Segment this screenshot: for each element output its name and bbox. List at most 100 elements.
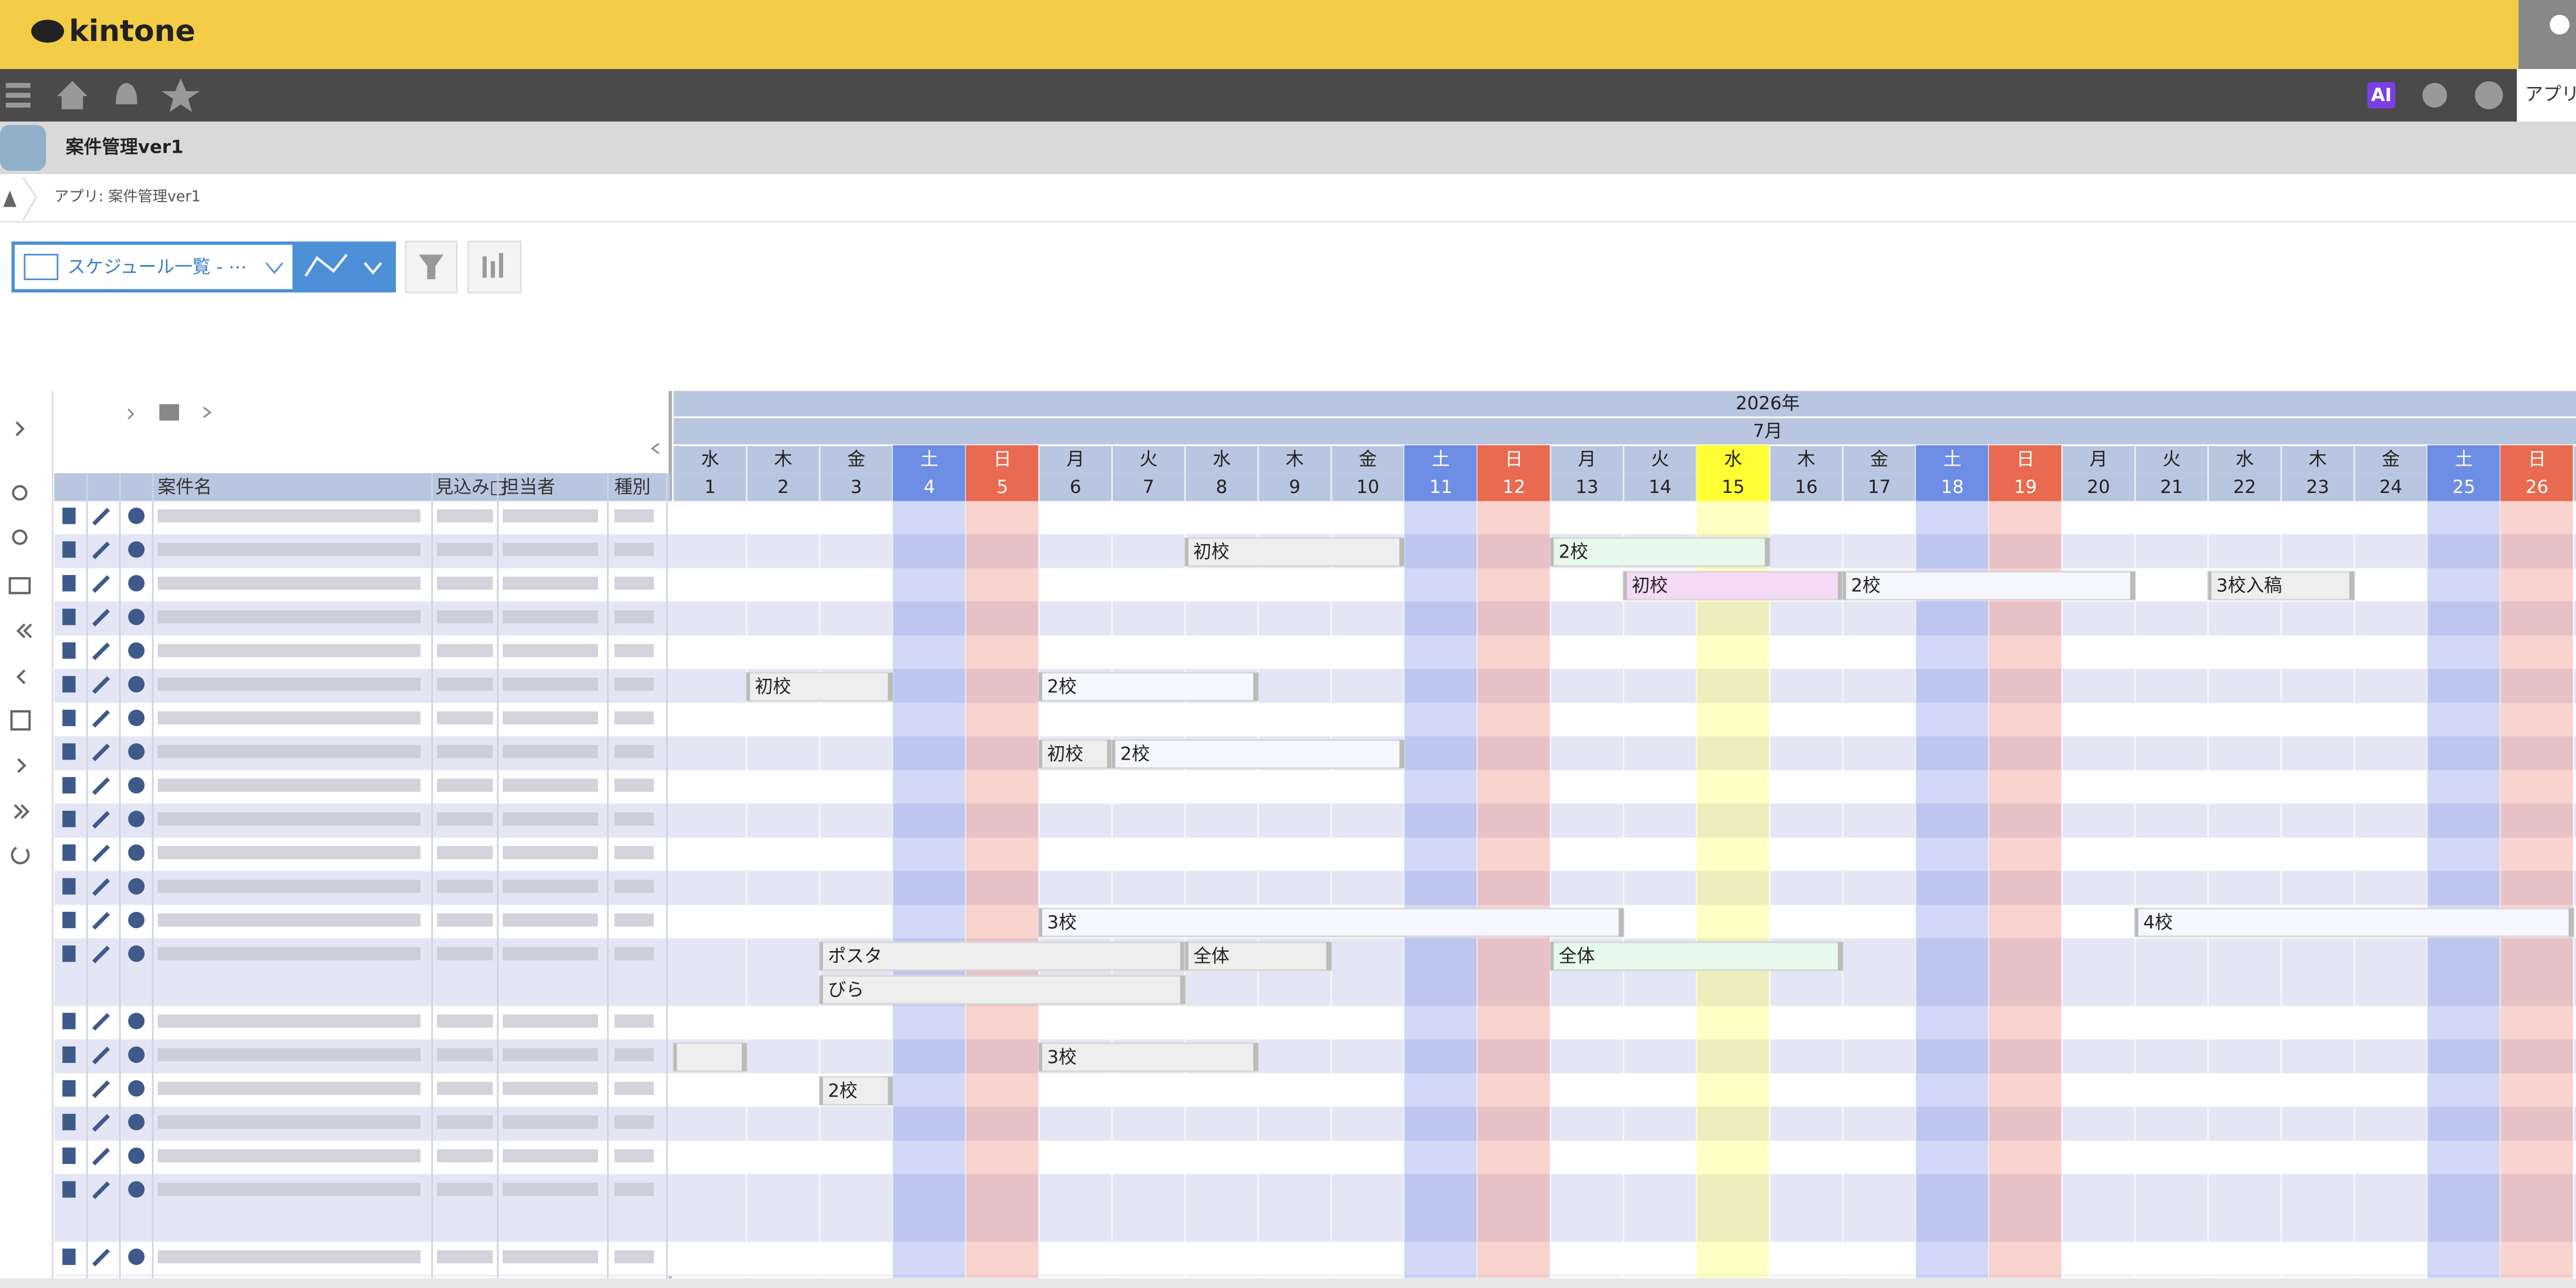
record-icon[interactable] xyxy=(62,810,76,828)
edit-icon[interactable] xyxy=(92,844,110,862)
schedule-bar[interactable] xyxy=(673,1042,748,1072)
nav-icons[interactable] xyxy=(6,78,2503,112)
blurred-text xyxy=(614,1115,654,1129)
delete-icon[interactable] xyxy=(128,1147,145,1164)
record-icon[interactable] xyxy=(62,1080,76,1097)
schedule-bar[interactable] xyxy=(1549,537,1771,567)
bar-label: 初校 xyxy=(755,676,791,697)
delete-icon[interactable] xyxy=(128,609,145,625)
schedule-bar[interactable] xyxy=(2207,570,2355,601)
delete-icon[interactable] xyxy=(128,1181,145,1198)
record-icon[interactable] xyxy=(62,609,76,625)
blurred-text xyxy=(437,879,493,893)
column-header[interactable]: 種別 xyxy=(614,476,650,497)
edit-icon[interactable] xyxy=(92,1013,110,1031)
delete-icon[interactable] xyxy=(128,541,145,558)
delete-icon[interactable] xyxy=(128,1046,145,1063)
blurred-text xyxy=(503,812,599,826)
record-icon[interactable] xyxy=(62,1113,76,1131)
edit-icon[interactable] xyxy=(92,1148,110,1166)
delete-icon[interactable] xyxy=(128,743,145,760)
record-icon[interactable] xyxy=(62,911,76,929)
record-icon[interactable] xyxy=(62,508,76,524)
record-icon[interactable] xyxy=(62,945,76,962)
delete-icon[interactable] xyxy=(128,1113,145,1131)
delete-icon[interactable] xyxy=(128,508,145,524)
record-icon[interactable] xyxy=(62,541,76,558)
day-number: 5 xyxy=(997,476,1008,497)
edit-icon[interactable] xyxy=(92,946,110,963)
delete-icon[interactable] xyxy=(128,777,145,794)
schedule-bar[interactable] xyxy=(1842,570,2136,601)
schedule-bar[interactable] xyxy=(1038,672,1259,702)
ai-badge[interactable] xyxy=(2367,82,2396,109)
schedule-bar[interactable] xyxy=(746,672,894,702)
delete-icon[interactable] xyxy=(128,1248,145,1266)
graph-icon[interactable] xyxy=(304,254,382,277)
delete-icon[interactable] xyxy=(128,642,145,659)
edit-icon[interactable] xyxy=(92,642,110,660)
edit-icon[interactable] xyxy=(92,1047,110,1065)
blurred-text xyxy=(437,711,493,725)
delete-icon[interactable] xyxy=(128,844,145,861)
column-header[interactable]: 案件名 xyxy=(158,476,212,497)
edit-icon[interactable] xyxy=(92,1114,110,1132)
schedule-bar[interactable] xyxy=(1038,907,1625,938)
apps-tab[interactable] xyxy=(2516,68,2576,122)
record-icon[interactable] xyxy=(62,777,76,794)
schedule-bar[interactable] xyxy=(2134,907,2575,938)
edit-icon[interactable] xyxy=(92,609,110,627)
delete-icon[interactable] xyxy=(128,810,145,828)
side-tools[interactable] xyxy=(8,421,33,865)
record-icon[interactable] xyxy=(62,1147,76,1164)
delete-icon[interactable] xyxy=(128,710,145,727)
edit-icon[interactable] xyxy=(92,1080,110,1098)
home-crumb[interactable] xyxy=(3,190,17,207)
edit-icon[interactable] xyxy=(92,743,110,761)
record-icon[interactable] xyxy=(62,1046,76,1063)
blurred-text xyxy=(503,1115,599,1129)
record-icon[interactable] xyxy=(62,676,76,693)
delete-icon[interactable] xyxy=(128,676,145,693)
record-icon[interactable] xyxy=(62,1248,76,1266)
edit-icon[interactable] xyxy=(92,508,110,526)
column-header[interactable]: 担当者 xyxy=(501,476,555,497)
delete-icon[interactable] xyxy=(128,575,145,592)
schedule-bar[interactable] xyxy=(819,975,1186,1005)
edit-icon[interactable] xyxy=(92,912,110,930)
bar-label: 初校 xyxy=(1047,743,1083,765)
delete-icon[interactable] xyxy=(128,1080,145,1097)
scroll-arrows[interactable] xyxy=(127,407,687,454)
record-icon[interactable] xyxy=(62,710,76,727)
edit-icon[interactable] xyxy=(92,676,110,694)
record-icon[interactable] xyxy=(62,575,76,592)
edit-icon[interactable] xyxy=(92,811,110,829)
record-icon[interactable] xyxy=(62,878,76,895)
avatar[interactable] xyxy=(2518,0,2576,69)
record-icon[interactable] xyxy=(62,642,76,659)
record-icon[interactable] xyxy=(62,1012,76,1030)
edit-icon[interactable] xyxy=(92,710,110,728)
bar-label: 初校 xyxy=(1632,575,1668,596)
schedule-bar[interactable] xyxy=(1111,739,1405,769)
edit-icon[interactable] xyxy=(92,878,110,896)
edit-icon[interactable] xyxy=(92,1181,110,1199)
breadcrumb[interactable]: アプリ: 案件管理ver1 xyxy=(54,189,201,205)
schedule-bar[interactable] xyxy=(1623,570,1844,601)
edit-icon[interactable] xyxy=(92,1249,110,1267)
delete-icon[interactable] xyxy=(128,911,145,929)
delete-icon[interactable] xyxy=(128,878,145,895)
columns-icon[interactable] xyxy=(159,404,179,421)
edit-icon[interactable] xyxy=(92,777,110,795)
record-icon[interactable] xyxy=(62,743,76,760)
record-icon[interactable] xyxy=(62,844,76,861)
weekday: 土 xyxy=(1943,448,1961,469)
edit-icon[interactable] xyxy=(92,575,110,593)
delete-icon[interactable] xyxy=(128,945,145,962)
record-icon[interactable] xyxy=(62,1181,76,1198)
blurred-text xyxy=(503,643,599,657)
edit-icon[interactable] xyxy=(92,541,110,559)
delete-icon[interactable] xyxy=(128,1012,145,1030)
column-header[interactable]: 見込み□ xyxy=(435,476,506,497)
schedule-bar[interactable] xyxy=(1038,1042,1259,1072)
